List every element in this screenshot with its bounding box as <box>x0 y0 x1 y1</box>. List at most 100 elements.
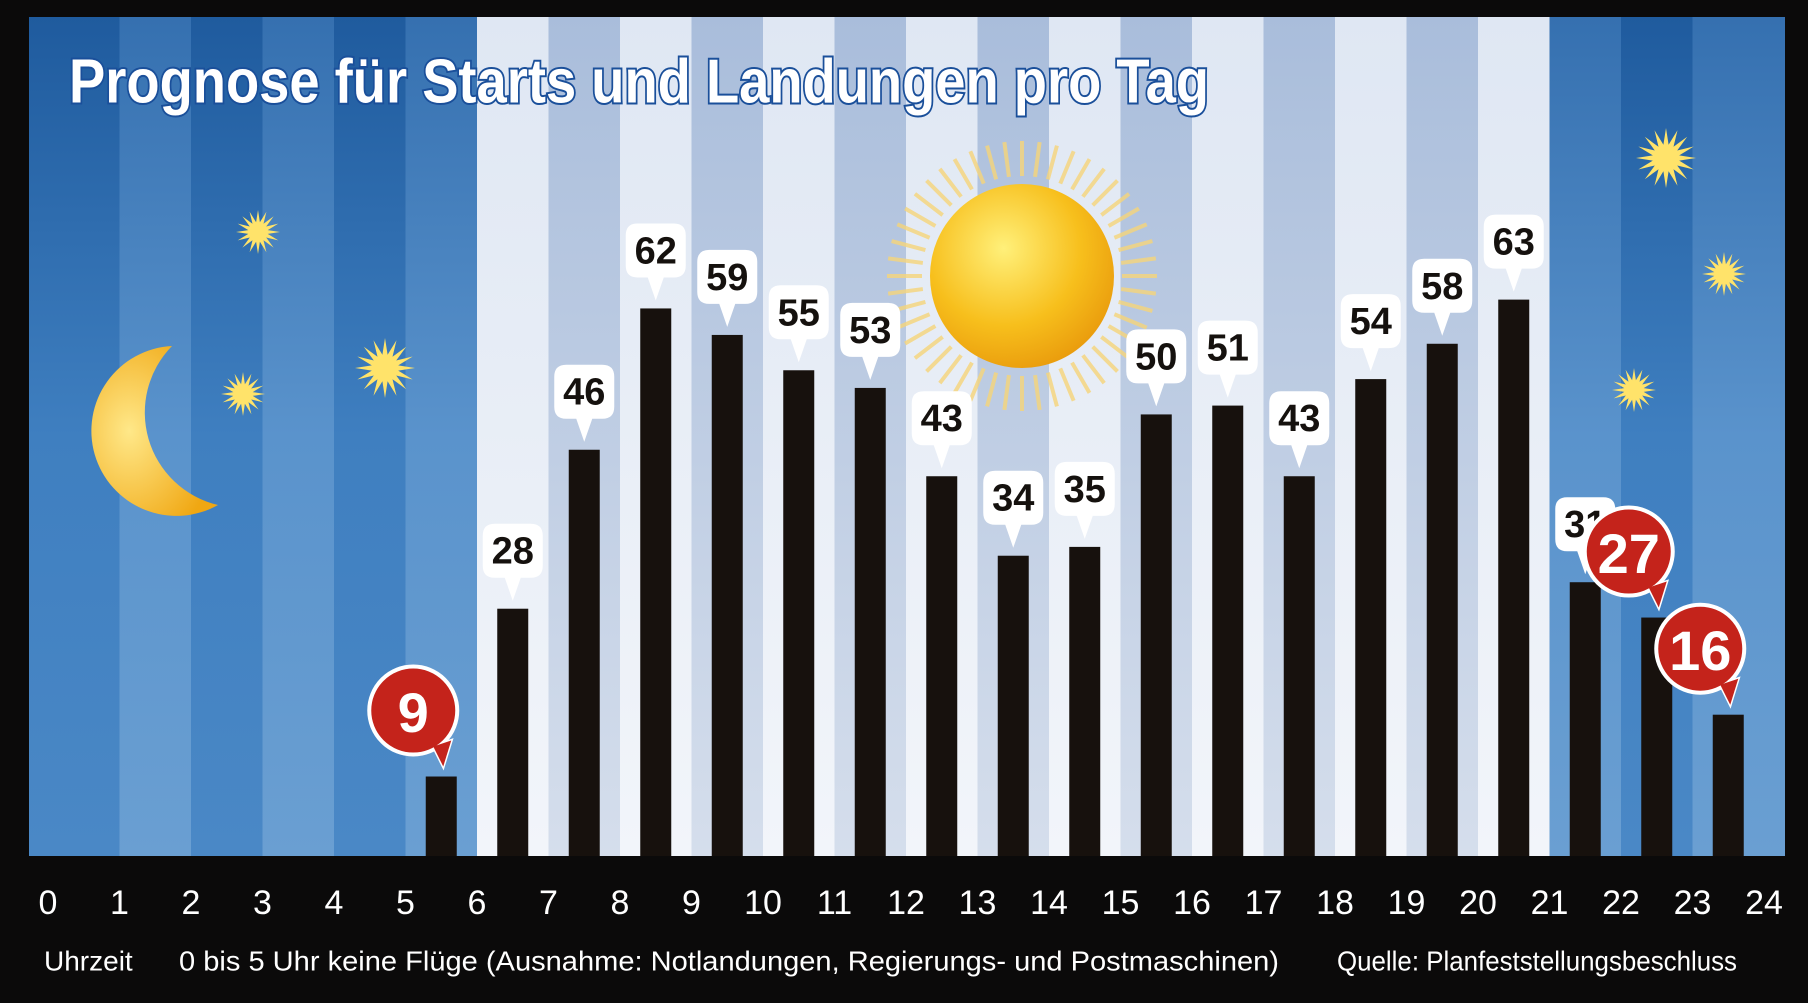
value-label: 16 <box>1669 619 1731 682</box>
value-callout <box>1340 294 1401 372</box>
sun-ray <box>985 372 999 407</box>
sun-ray <box>1120 287 1157 296</box>
value-label: 43 <box>1278 398 1320 440</box>
x-tick-label: 17 <box>1245 884 1283 922</box>
sun-ray <box>952 361 974 394</box>
bar <box>1498 299 1530 856</box>
sun-ray <box>925 345 953 373</box>
decoration <box>91 128 1746 516</box>
x-tick-label: 7 <box>539 884 558 922</box>
x-tick-label: 0 <box>39 884 58 922</box>
value-callout <box>911 391 972 469</box>
x-tick-label: 23 <box>1674 884 1712 922</box>
x-tick-label: 9 <box>682 884 701 922</box>
bar <box>1569 582 1601 856</box>
bar <box>926 476 958 856</box>
value-callout <box>1582 505 1675 598</box>
x-tick-label: 3 <box>253 884 272 922</box>
x-tick-label: 12 <box>887 884 925 922</box>
value-callout <box>1197 320 1258 398</box>
x-tick-label: 24 <box>1745 884 1783 922</box>
value-label: 28 <box>492 531 534 573</box>
value-callout <box>1648 581 1667 608</box>
value-callout <box>554 364 615 442</box>
bar <box>568 449 600 856</box>
value-label: 46 <box>563 372 605 414</box>
bar <box>854 387 886 856</box>
bar <box>711 334 743 856</box>
sun-ray <box>1091 179 1119 207</box>
x-tick-label: 2 <box>182 884 201 922</box>
sun-ray <box>1081 354 1106 385</box>
bar <box>783 370 815 856</box>
star <box>1636 128 1696 188</box>
sun-ray <box>904 206 937 228</box>
moon <box>91 346 218 516</box>
chart-title: Prognose für Starts und Landungen pro Ta… <box>69 47 1209 116</box>
bar <box>1283 476 1315 856</box>
sun-ray <box>1113 222 1148 240</box>
stripe <box>262 17 334 856</box>
sun-ray <box>891 239 926 253</box>
bar <box>1140 414 1172 856</box>
value-callout <box>1654 602 1747 695</box>
sun-ray <box>1100 335 1131 360</box>
sun-ray <box>887 287 924 296</box>
source: Quelle: Planfeststellungsbeschluss <box>1337 945 1737 976</box>
x-tick-label: 4 <box>325 884 344 922</box>
value-callout <box>983 470 1044 548</box>
sun-ray <box>985 145 999 180</box>
bar <box>1712 714 1744 856</box>
sun-ray <box>1107 206 1140 228</box>
sun <box>887 141 1157 411</box>
value-callout <box>433 740 452 767</box>
value-label: 43 <box>921 398 963 440</box>
star <box>1702 252 1746 296</box>
star <box>355 338 415 398</box>
sun-ray <box>925 179 953 207</box>
sun-ray <box>1058 150 1076 185</box>
value-label: 63 <box>1493 222 1535 264</box>
sun-ray <box>1070 158 1092 191</box>
value-callout <box>1483 214 1544 292</box>
x-tick-label: 21 <box>1531 884 1569 922</box>
x-tick-label: 1 <box>110 884 129 922</box>
sun-ray <box>1002 141 1011 178</box>
value-label: 53 <box>849 310 891 352</box>
value-label: 9 <box>398 681 429 744</box>
sun-ray <box>887 256 924 265</box>
x-tick-label: 18 <box>1316 884 1354 922</box>
sun-ray <box>913 335 944 360</box>
value-label: 54 <box>1350 301 1392 343</box>
x-tick-label: 11 <box>817 884 852 922</box>
note: 0 bis 5 Uhr keine Flüge (Ausnahme: Notla… <box>179 945 1279 976</box>
x-tick-label: 16 <box>1173 884 1211 922</box>
value-label: 58 <box>1421 266 1463 308</box>
star <box>236 210 280 254</box>
x-tick-label: 15 <box>1102 884 1140 922</box>
x-tick-label: 10 <box>744 884 782 922</box>
value-label: 35 <box>1064 469 1106 511</box>
sun-ray <box>1100 192 1131 217</box>
sun-ray <box>1113 312 1148 330</box>
x-tick-label: 5 <box>396 884 415 922</box>
sun-ray <box>1091 345 1119 373</box>
x-tick-label: 8 <box>611 884 630 922</box>
bar <box>997 555 1029 856</box>
bar <box>1212 405 1244 856</box>
value-callout <box>367 664 460 757</box>
sun-ray <box>1081 167 1106 198</box>
x-tick-label: 19 <box>1388 884 1426 922</box>
x-tick-label: 13 <box>959 884 997 922</box>
x-tick-label: 22 <box>1602 884 1640 922</box>
x-tick-label: 20 <box>1459 884 1497 922</box>
value-callout <box>840 302 901 380</box>
sun-ray <box>1045 145 1059 180</box>
value-label: 51 <box>1207 328 1249 370</box>
value-label: 59 <box>706 257 748 299</box>
sun-ray <box>1058 367 1076 402</box>
value-label: 62 <box>635 230 677 272</box>
x-tick-label: 14 <box>1030 884 1068 922</box>
bar <box>497 608 529 856</box>
